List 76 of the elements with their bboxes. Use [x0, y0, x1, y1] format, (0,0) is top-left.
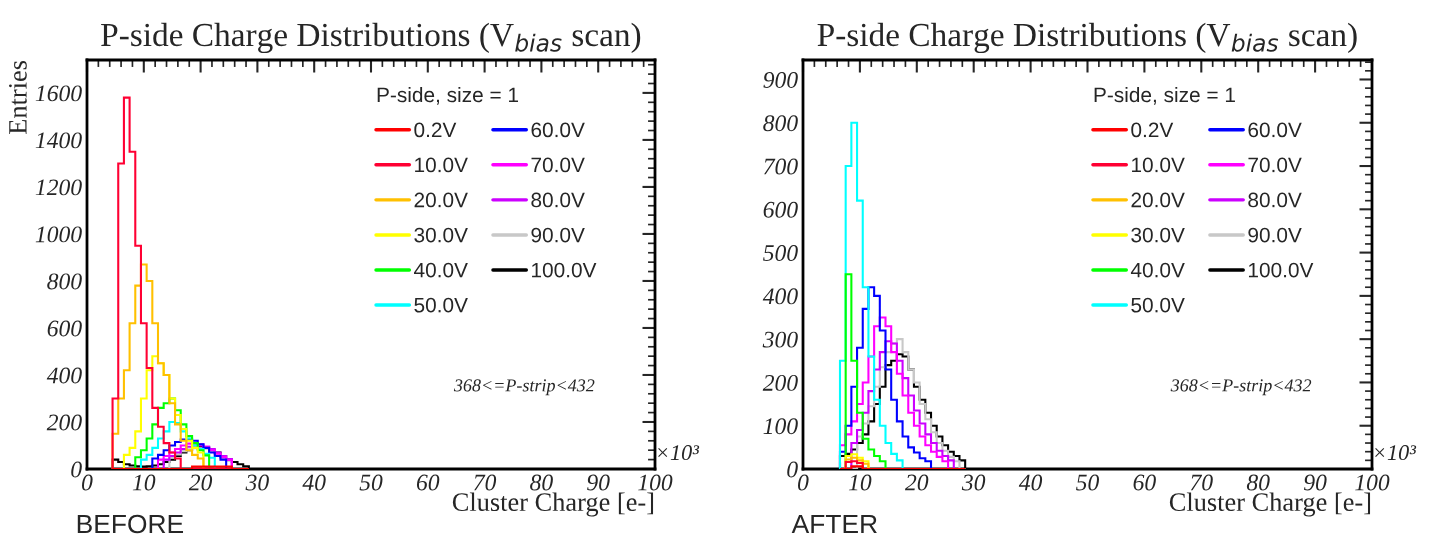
legend-label: 100.0V — [532, 262, 597, 278]
y-tick-label: 800 — [47, 273, 82, 290]
x-tick-label: 80 — [1246, 474, 1270, 491]
y-tick-label: 700 — [764, 158, 798, 175]
y-tick-label: 500 — [763, 245, 798, 262]
y-tick-label: 0 — [71, 461, 82, 478]
x-tick-label: 60 — [416, 474, 440, 491]
x-tick-label: 50 — [1076, 474, 1100, 491]
legend-label: 0.2V — [414, 122, 457, 138]
x-axis-title: Cluster Charge [e-] — [452, 492, 654, 517]
x-tick-label: 10 — [132, 474, 156, 491]
y-tick-label: 600 — [763, 201, 798, 218]
x-tick-label: 0 — [798, 474, 809, 491]
x-tick-label: 50 — [359, 474, 383, 491]
y-tick-label: 200 — [762, 374, 798, 391]
legend-label: 20.0V — [1131, 192, 1185, 208]
y-tick-label: 200 — [46, 414, 82, 431]
y-tick-label: 0 — [787, 461, 798, 478]
text: AFTER — [791, 514, 877, 534]
legend-label: 80.0V — [531, 192, 585, 208]
legend-title: P-side, size = 1 — [1094, 86, 1235, 105]
y-tick-label: 300 — [762, 331, 798, 348]
legend-label: 100.0V — [1248, 262, 1314, 278]
text: BEFORE — [77, 514, 184, 534]
x-tick-label: 100 — [638, 474, 673, 491]
x-tick-label: 40 — [302, 474, 326, 491]
text: ×10³ — [1375, 445, 1417, 461]
x-tick-label: 70 — [474, 474, 497, 491]
legend-label: 40.0V — [1130, 262, 1185, 278]
legend-label: 60.0V — [1248, 122, 1302, 138]
x-tick-label: 20 — [905, 474, 929, 491]
legend-label: 30.0V — [414, 227, 468, 243]
legend-label: 70.0V — [1248, 157, 1302, 173]
y-axis-title: Entries — [9, 60, 27, 134]
x-tick-label: 70 — [1190, 474, 1213, 491]
annotation: 368<=P-strip<432 — [1170, 379, 1312, 396]
annotation: 368<=P-strip<432 — [453, 379, 595, 396]
x-tick-label: 0 — [82, 474, 93, 491]
y-tick-label: 1200 — [35, 179, 82, 196]
y-tick-label: 400 — [762, 288, 798, 305]
y-tick-label: 600 — [47, 320, 82, 337]
y-tick-label: 1400 — [35, 132, 82, 149]
x-tick-label: 90 — [1303, 474, 1327, 491]
x-tick-label: 90 — [587, 474, 610, 491]
legend-label: 10.0V — [1132, 157, 1185, 173]
legend-label: 80.0V — [1248, 192, 1302, 208]
y-tick-label: 900 — [763, 71, 798, 88]
legend-label: 30.0V — [1131, 227, 1185, 243]
y-tick-label: 800 — [763, 115, 798, 132]
legend-label: 90.0V — [1248, 227, 1302, 243]
text: ×10³ — [658, 445, 700, 461]
y-tick-label: 400 — [46, 367, 82, 384]
legend-label: 60.0V — [531, 122, 585, 138]
x-tick-label: 40 — [1018, 474, 1043, 491]
x-axis-title: Cluster Charge [e-] — [1169, 492, 1371, 517]
legend-label: 50.0V — [1131, 297, 1185, 313]
legend-label: 0.2V — [1131, 122, 1174, 138]
legend-title: P-side, size = 1 — [377, 86, 519, 105]
x-tick-label: 60 — [1133, 474, 1156, 491]
x-tick-label: 80 — [530, 474, 553, 491]
chart-title: P-side Charge Distributions (V$_{bias}$ scan) — [101, 22, 641, 54]
x-tick-label: 20 — [188, 474, 213, 491]
y-tick-label: 100 — [763, 418, 798, 435]
legend-label: 20.0V — [414, 192, 468, 208]
y-tick-label: 1000 — [35, 226, 82, 243]
y-tick-label: 1600 — [35, 85, 82, 102]
legend-label: 10.0V — [415, 157, 468, 173]
legend-label: 40.0V — [414, 262, 468, 278]
legend-label: 90.0V — [531, 227, 585, 243]
x-tick-label: 100 — [1355, 474, 1390, 491]
legend-label: 50.0V — [414, 297, 468, 313]
legend-label: 70.0V — [531, 157, 585, 173]
chart-title: P-side Charge Distributions (V$_{bias}$ scan) — [817, 22, 1357, 54]
x-tick-label: 30 — [961, 474, 986, 491]
x-tick-label: 30 — [245, 474, 269, 491]
x-tick-label: 10 — [848, 474, 872, 491]
